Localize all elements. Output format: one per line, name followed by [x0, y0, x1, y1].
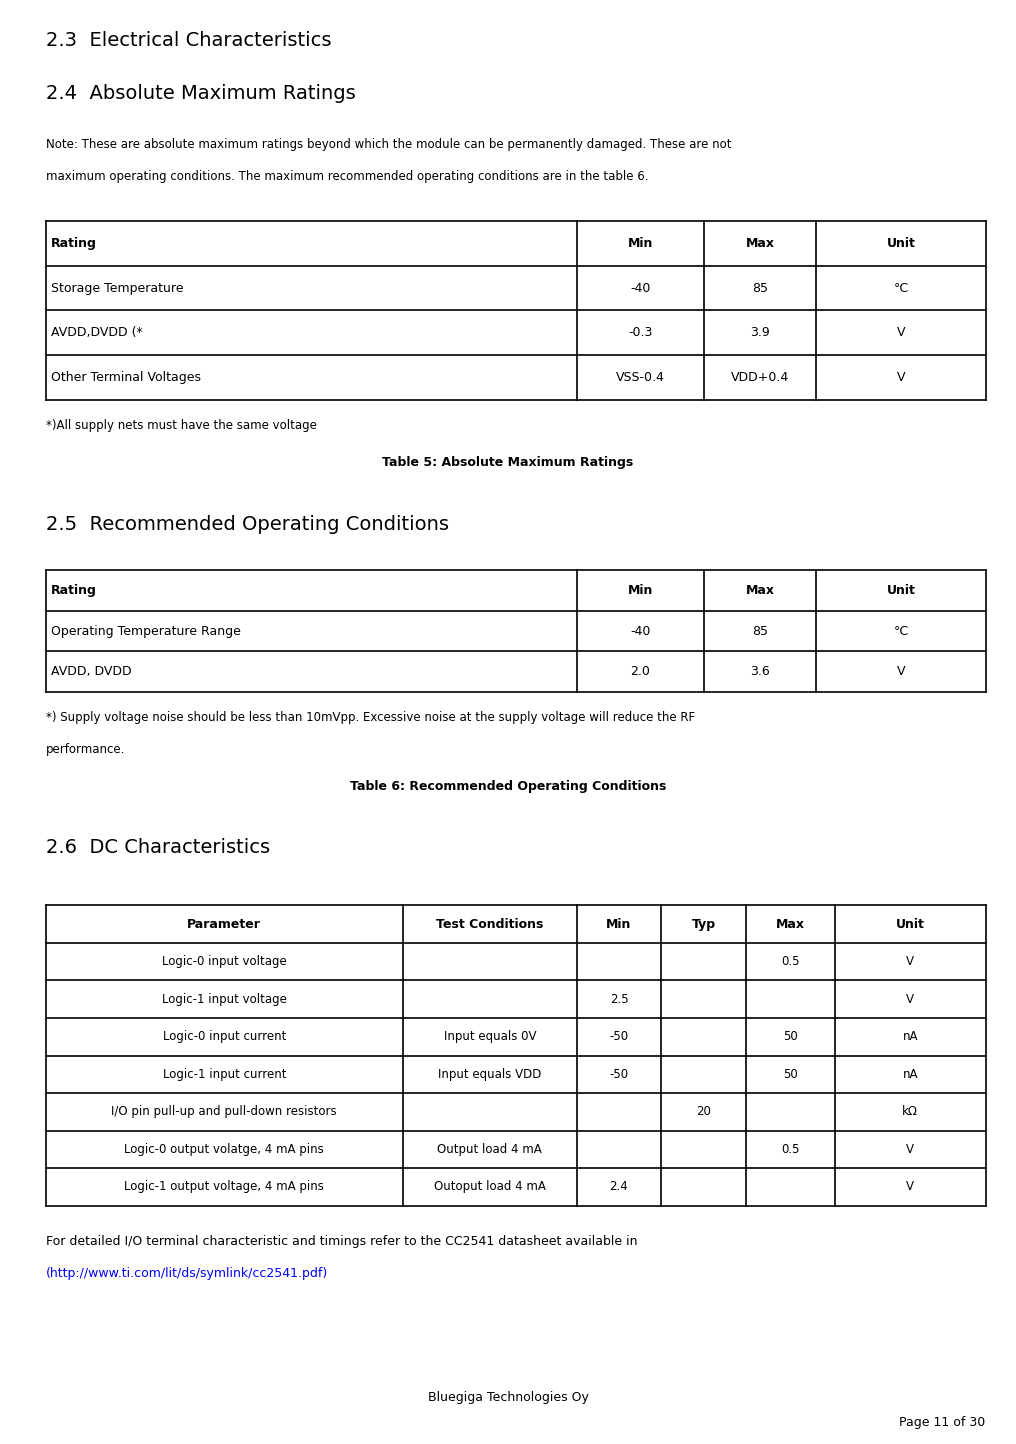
Text: V: V [906, 992, 914, 1006]
Text: maximum operating conditions. The maximum recommended operating conditions are i: maximum operating conditions. The maximu… [46, 169, 648, 183]
Text: Table 6: Recommended Operating Conditions: Table 6: Recommended Operating Condition… [350, 780, 666, 794]
Text: 50: 50 [783, 1067, 798, 1082]
Text: Storage Temperature: Storage Temperature [51, 282, 183, 295]
Text: Input equals VDD: Input equals VDD [438, 1067, 542, 1082]
Text: °C: °C [893, 282, 908, 295]
Text: 2.5: 2.5 [610, 992, 628, 1006]
Text: AVDD,DVDD (*: AVDD,DVDD (* [51, 326, 142, 339]
Text: Logic-1 input current: Logic-1 input current [163, 1067, 287, 1082]
Text: Max: Max [746, 237, 774, 250]
Text: Unit: Unit [887, 583, 915, 598]
Text: Min: Min [628, 583, 653, 598]
Text: Output load 4 mA: Output load 4 mA [438, 1142, 543, 1157]
Text: Rating: Rating [51, 583, 97, 598]
Text: Max: Max [746, 583, 774, 598]
Text: Page 11 of 30: Page 11 of 30 [899, 1415, 986, 1430]
Text: V: V [897, 326, 905, 339]
Text: performance.: performance. [46, 742, 125, 757]
Text: 0.5: 0.5 [781, 954, 800, 969]
Text: Operating Temperature Range: Operating Temperature Range [51, 624, 241, 638]
Text: Min: Min [628, 237, 653, 250]
Text: Rating: Rating [51, 237, 97, 250]
Text: Unit: Unit [896, 917, 925, 931]
Text: 3.9: 3.9 [750, 326, 770, 339]
Text: 50: 50 [783, 1030, 798, 1044]
Text: Typ: Typ [692, 917, 715, 931]
Text: nA: nA [902, 1030, 918, 1044]
Text: Logic-0 output volatge, 4 mA pins: Logic-0 output volatge, 4 mA pins [124, 1142, 324, 1157]
Text: 2.0: 2.0 [630, 664, 650, 679]
Text: *) Supply voltage noise should be less than 10mVpp. Excessive noise at the suppl: *) Supply voltage noise should be less t… [46, 710, 695, 725]
Text: V: V [906, 1142, 914, 1157]
Text: Min: Min [607, 917, 632, 931]
Text: Note: These are absolute maximum ratings beyond which the module can be permanen: Note: These are absolute maximum ratings… [46, 137, 732, 152]
Text: V: V [897, 664, 905, 679]
Text: 0.5: 0.5 [781, 1142, 800, 1157]
Text: -40: -40 [630, 282, 650, 295]
Text: -50: -50 [610, 1067, 629, 1082]
Text: Logic-0 input voltage: Logic-0 input voltage [162, 954, 287, 969]
Text: Logic-0 input current: Logic-0 input current [163, 1030, 285, 1044]
Text: Logic-1 output voltage, 4 mA pins: Logic-1 output voltage, 4 mA pins [124, 1180, 324, 1194]
Text: -50: -50 [610, 1030, 629, 1044]
Text: Other Terminal Voltages: Other Terminal Voltages [51, 371, 201, 384]
Text: V: V [906, 954, 914, 969]
Text: V: V [897, 371, 905, 384]
Text: Test Conditions: Test Conditions [436, 917, 544, 931]
Text: 2.6  DC Characteristics: 2.6 DC Characteristics [46, 838, 270, 858]
Text: I/O pin pull-up and pull-down resistors: I/O pin pull-up and pull-down resistors [112, 1105, 337, 1119]
Text: Parameter: Parameter [187, 917, 261, 931]
Text: 85: 85 [752, 282, 768, 295]
Text: (http://www.ti.com/lit/ds/symlink/cc2541.pdf): (http://www.ti.com/lit/ds/symlink/cc2541… [46, 1266, 328, 1281]
Text: nA: nA [902, 1067, 918, 1082]
Text: VDD+0.4: VDD+0.4 [731, 371, 789, 384]
Text: °C: °C [893, 624, 908, 638]
Text: For detailed I/O terminal characteristic and timings refer to the CC2541 datashe: For detailed I/O terminal characteristic… [46, 1235, 637, 1249]
Text: 2.3  Electrical Characteristics: 2.3 Electrical Characteristics [46, 30, 331, 51]
Text: 2.5  Recommended Operating Conditions: 2.5 Recommended Operating Conditions [46, 514, 449, 534]
Text: *)All supply nets must have the same voltage: *)All supply nets must have the same vol… [46, 419, 317, 433]
Text: Outoput load 4 mA: Outoput load 4 mA [434, 1180, 546, 1194]
Text: Input equals 0V: Input equals 0V [444, 1030, 536, 1044]
Text: Table 5: Absolute Maximum Ratings: Table 5: Absolute Maximum Ratings [382, 455, 634, 469]
Text: -40: -40 [630, 624, 650, 638]
Text: Unit: Unit [887, 237, 915, 250]
Text: 3.6: 3.6 [750, 664, 770, 679]
Text: Logic-1 input voltage: Logic-1 input voltage [162, 992, 287, 1006]
Text: -0.3: -0.3 [628, 326, 652, 339]
Text: VSS-0.4: VSS-0.4 [616, 371, 664, 384]
Text: 20: 20 [696, 1105, 711, 1119]
Text: 2.4  Absolute Maximum Ratings: 2.4 Absolute Maximum Ratings [46, 84, 356, 104]
Text: kΩ: kΩ [902, 1105, 918, 1119]
Text: V: V [906, 1180, 914, 1194]
Text: Max: Max [776, 917, 805, 931]
Text: AVDD, DVDD: AVDD, DVDD [51, 664, 131, 679]
Text: Bluegiga Technologies Oy: Bluegiga Technologies Oy [428, 1391, 588, 1405]
Text: 85: 85 [752, 624, 768, 638]
Text: 2.4: 2.4 [610, 1180, 628, 1194]
